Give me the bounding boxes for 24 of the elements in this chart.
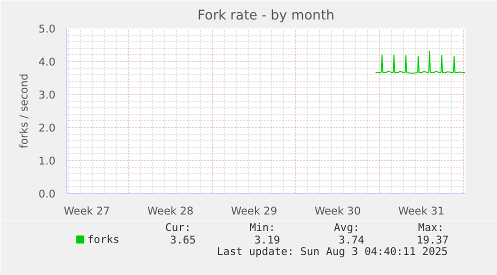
text: 3.19 — [254, 234, 280, 246]
y-tick-label: 0.0 — [38, 188, 56, 200]
y-tick-label: 5.0 — [38, 22, 56, 36]
text: 3.74 — [338, 234, 364, 246]
text: Last update: Sun Aug 3 04:40:11 2025 — [216, 245, 448, 258]
text: Min: — [250, 221, 276, 234]
text: Cur: — [165, 221, 191, 234]
text: 19.37 — [416, 234, 449, 246]
x-tick-label: Week 27 — [64, 204, 110, 218]
y-axis-title: forks / second — [18, 74, 31, 148]
x-tick-label: Week 29 — [230, 204, 278, 218]
chart-title: Fork rate - by month — [198, 8, 334, 24]
y-tick-label: 4.0 — [38, 56, 56, 68]
line-series — [375, 50, 466, 74]
y-tick-label: 2.0 — [38, 122, 56, 134]
y-tick-label: 1.0 — [38, 154, 56, 168]
legend-label: forks — [87, 233, 120, 246]
y-tick-label: 3.0 — [38, 88, 56, 102]
x-tick-label: Week 28 — [147, 204, 194, 218]
text: Avg: — [334, 221, 360, 234]
text: Max: — [418, 221, 444, 234]
x-tick-label: Week 30 — [314, 204, 361, 218]
text: 3.65 — [170, 234, 196, 246]
x-tick-label: Week 31 — [398, 204, 444, 218]
